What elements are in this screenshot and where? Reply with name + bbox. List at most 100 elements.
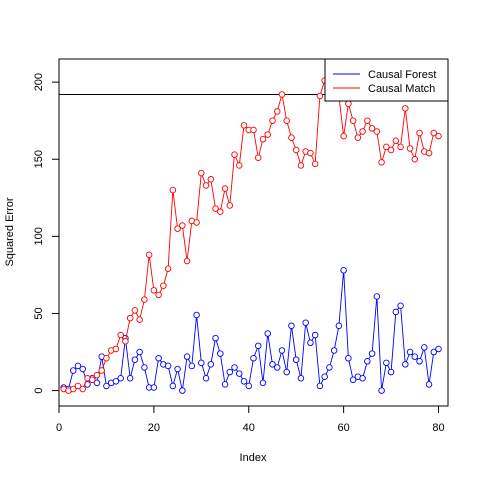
data-point-causal-match bbox=[236, 162, 243, 169]
data-point-causal-forest bbox=[397, 302, 404, 310]
data-point-causal-forest bbox=[141, 364, 148, 371]
data-point-causal-match bbox=[297, 162, 305, 169]
x-axis: 0 20 40 60 80 bbox=[56, 405, 445, 434]
data-point-causal-match bbox=[122, 337, 129, 345]
data-point-causal-match bbox=[193, 219, 200, 226]
data-point-causal-match bbox=[131, 307, 139, 314]
data-point-causal-match bbox=[202, 182, 210, 189]
data-point-causal-match bbox=[292, 146, 300, 154]
data-point-causal-match bbox=[435, 132, 442, 140]
data-point-causal-match bbox=[354, 134, 362, 141]
data-point-causal-forest bbox=[288, 322, 295, 330]
data-point-causal-match bbox=[103, 354, 110, 362]
data-point-causal-match bbox=[411, 155, 419, 163]
data-point-causal-match bbox=[179, 222, 186, 229]
y-tick-label: 50 bbox=[33, 307, 45, 319]
data-point-causal-match bbox=[136, 316, 143, 323]
data-point-causal-forest bbox=[430, 348, 438, 356]
data-point-causal-forest bbox=[326, 364, 333, 371]
data-point-causal-match bbox=[368, 125, 376, 132]
y-axis: 0 50 100 150 200 bbox=[33, 73, 60, 394]
plot-frame bbox=[58, 58, 449, 407]
legend-label-causal-forest: Causal Forest bbox=[368, 69, 436, 81]
series-line-causal-match bbox=[63, 61, 439, 392]
data-point-causal-forest bbox=[402, 361, 409, 368]
data-point-causal-forest bbox=[378, 387, 385, 394]
data-point-causal-forest bbox=[217, 350, 224, 357]
data-point-causal-match bbox=[174, 225, 181, 232]
data-point-causal-match bbox=[278, 91, 286, 98]
data-point-causal-forest bbox=[302, 319, 309, 326]
data-point-causal-forest bbox=[202, 374, 210, 382]
data-point-causal-match bbox=[212, 205, 219, 212]
data-point-causal-match bbox=[311, 160, 319, 168]
data-point-causal-forest bbox=[297, 374, 305, 382]
data-point-causal-forest bbox=[340, 267, 347, 274]
data-point-causal-forest bbox=[103, 382, 110, 390]
data-point-causal-forest bbox=[321, 373, 328, 380]
data-point-causal-forest bbox=[283, 368, 290, 376]
y-tick-label: 0 bbox=[33, 388, 45, 394]
data-point-causal-forest bbox=[425, 381, 433, 388]
legend: Causal Forest Causal Match bbox=[324, 58, 449, 102]
data-point-causal-match bbox=[345, 100, 352, 107]
y-axis-label: Squared Error bbox=[4, 197, 16, 266]
data-point-causal-forest bbox=[359, 374, 366, 382]
x-axis-label: Index bbox=[240, 452, 267, 464]
data-point-causal-forest bbox=[131, 356, 139, 363]
series-causal-match bbox=[60, 58, 442, 394]
data-point-causal-match bbox=[378, 159, 385, 166]
data-point-causal-forest bbox=[126, 374, 134, 382]
data-point-causal-forest bbox=[416, 358, 423, 365]
data-point-causal-match bbox=[349, 117, 357, 124]
data-point-causal-match bbox=[217, 208, 224, 215]
data-point-causal-match bbox=[160, 282, 167, 289]
data-point-causal-forest bbox=[198, 359, 205, 367]
data-point-causal-forest bbox=[183, 353, 191, 360]
data-point-causal-forest bbox=[373, 293, 381, 300]
data-point-causal-match bbox=[269, 117, 276, 124]
data-point-causal-match bbox=[150, 287, 158, 294]
data-point-causal-match bbox=[226, 202, 234, 209]
data-point-causal-forest bbox=[193, 311, 200, 319]
data-point-causal-match bbox=[250, 126, 257, 134]
data-point-causal-forest bbox=[392, 308, 400, 316]
data-point-causal-match bbox=[340, 132, 347, 140]
data-point-causal-match bbox=[231, 151, 238, 158]
data-point-causal-match bbox=[425, 149, 433, 157]
data-point-causal-match bbox=[183, 257, 191, 265]
data-point-causal-match bbox=[145, 251, 153, 259]
data-point-causal-match bbox=[221, 185, 229, 192]
data-point-causal-forest bbox=[150, 384, 158, 391]
data-point-causal-forest bbox=[278, 347, 286, 354]
x-tick-label: 20 bbox=[148, 422, 160, 434]
data-point-causal-forest bbox=[207, 361, 215, 368]
data-point-causal-forest bbox=[212, 334, 219, 342]
data-point-causal-forest bbox=[236, 370, 243, 377]
legend-label-causal-match: Causal Match bbox=[368, 83, 435, 95]
data-point-causal-forest bbox=[273, 364, 281, 371]
data-point-causal-match bbox=[141, 296, 148, 303]
data-point-causal-match bbox=[402, 105, 409, 112]
data-point-causal-forest bbox=[240, 378, 248, 385]
data-point-causal-match bbox=[240, 122, 248, 129]
data-point-causal-match bbox=[254, 154, 262, 161]
data-point-causal-forest bbox=[364, 358, 371, 365]
data-point-causal-forest bbox=[292, 356, 300, 363]
data-point-causal-match bbox=[364, 117, 371, 124]
data-point-causal-match bbox=[112, 345, 120, 353]
data-point-causal-forest bbox=[335, 322, 343, 330]
data-point-causal-forest bbox=[79, 365, 86, 373]
data-point-causal-forest bbox=[112, 378, 120, 385]
data-point-causal-match bbox=[307, 149, 314, 157]
data-point-causal-forest bbox=[406, 348, 414, 356]
data-point-causal-match bbox=[259, 135, 267, 143]
y-tick-label: 150 bbox=[33, 150, 45, 168]
data-point-causal-forest bbox=[117, 374, 124, 382]
data-point-causal-forest bbox=[387, 368, 395, 376]
data-point-causal-forest bbox=[74, 362, 82, 370]
data-point-causal-forest bbox=[349, 376, 357, 384]
data-point-causal-match bbox=[79, 385, 86, 393]
data-point-causal-forest bbox=[164, 362, 172, 370]
